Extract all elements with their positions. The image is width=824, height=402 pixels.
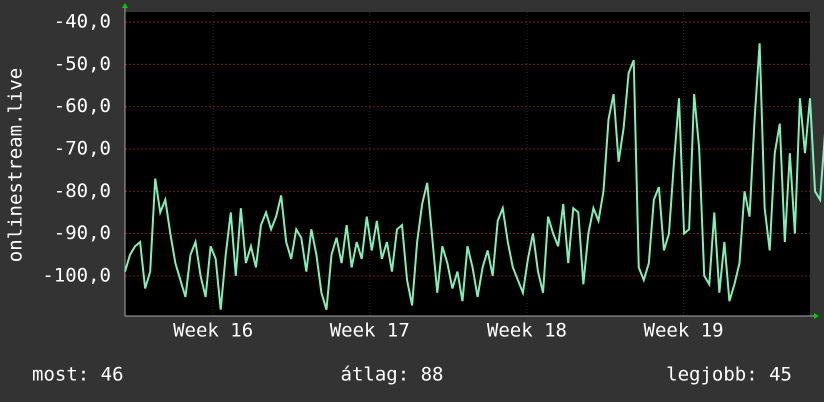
footer-best: legjobb: 45 <box>666 364 792 386</box>
y-tick-label: -50,0 <box>54 53 111 75</box>
x-tick-label: Week 17 <box>330 320 410 342</box>
plot-area <box>125 12 810 316</box>
y-tick-label: -100,0 <box>42 264 111 286</box>
arrow <box>122 3 128 8</box>
x-tick-label: Week 16 <box>173 320 253 342</box>
footer-average: átlag: 88 <box>341 364 444 386</box>
footer-current: most: 46 <box>32 364 124 386</box>
arrow <box>814 313 819 319</box>
x-tick-label: Week 19 <box>644 320 724 342</box>
x-tick-label: Week 18 <box>487 320 567 342</box>
y-tick-label: -80,0 <box>54 180 111 202</box>
y-tick-label: -90,0 <box>54 222 111 244</box>
y-tick-label: -70,0 <box>54 137 111 159</box>
y-tick-label: -60,0 <box>54 95 111 117</box>
y-axis-label: onlinestream.live <box>5 68 27 262</box>
y-tick-label: -40,0 <box>54 11 111 33</box>
data-line <box>124 43 824 310</box>
